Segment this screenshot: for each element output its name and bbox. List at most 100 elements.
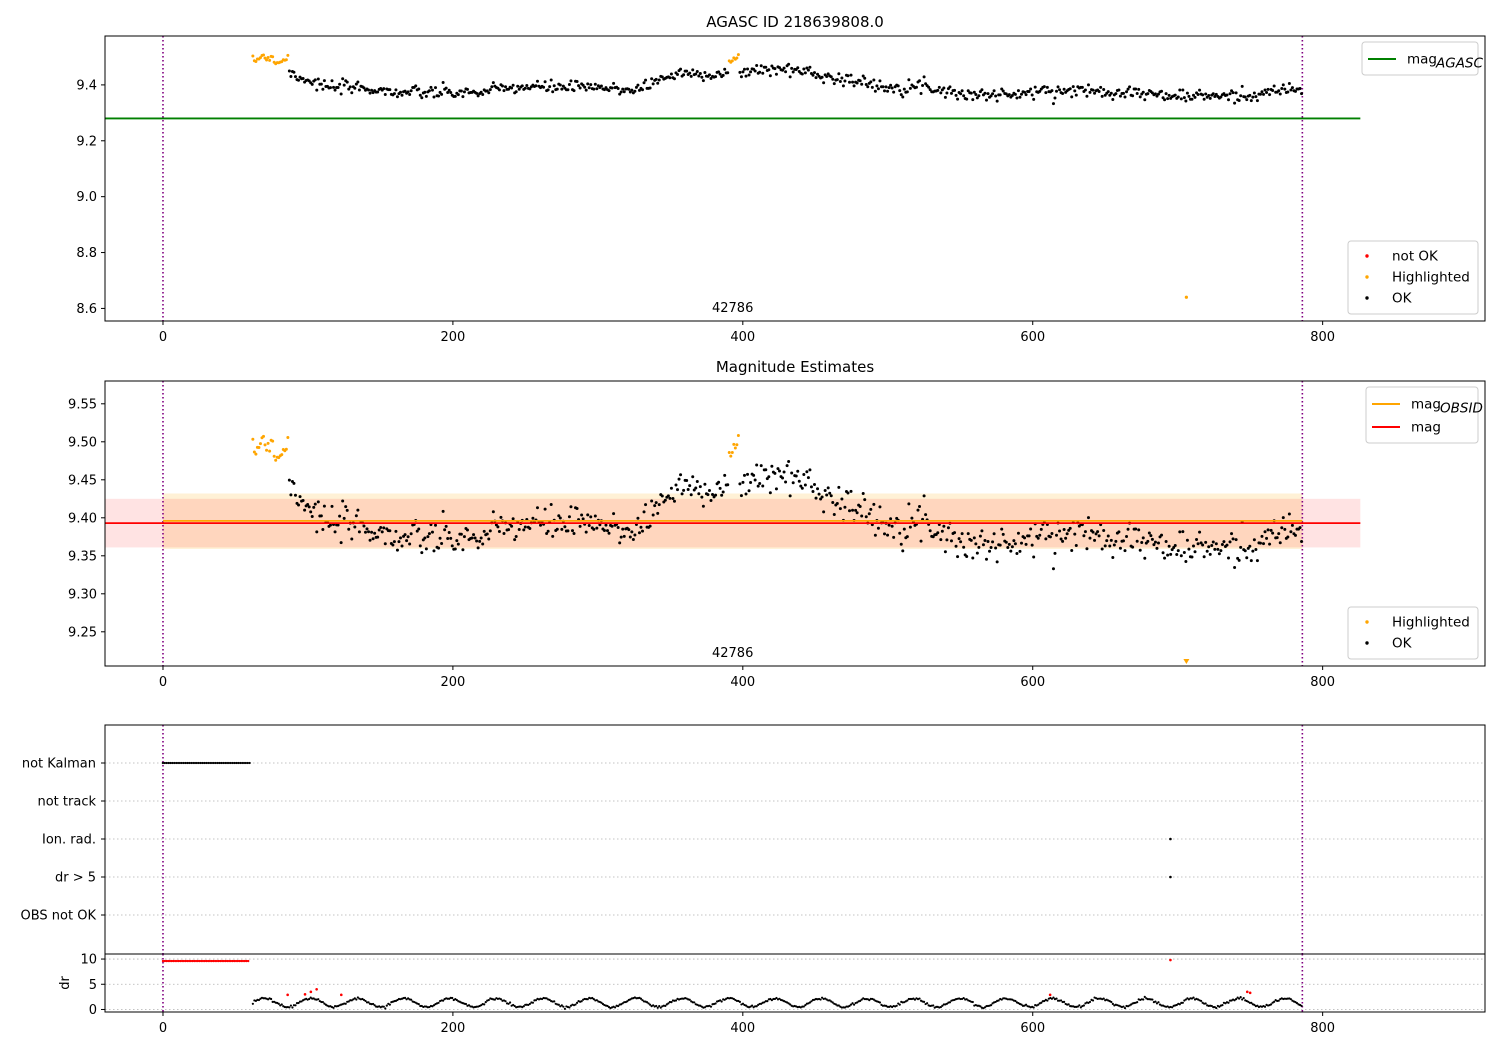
dr-notok-point (238, 959, 241, 963)
agasc-panel-ok-point (558, 83, 562, 87)
agasc-panel-ok-point (1208, 96, 1212, 100)
estimates-panel-ok-point (774, 487, 778, 491)
estimates-panel-ok-point (650, 499, 654, 503)
agasc-panel-ok-point (1137, 87, 1141, 91)
flag-point (165, 761, 168, 765)
dr-ok-point (294, 1004, 297, 1007)
dr-ok-point (270, 997, 273, 1001)
estimates-panel-ok-point (777, 469, 781, 473)
estimates-panel-ok-point (371, 537, 375, 541)
estimates-panel-ok-point (423, 536, 427, 540)
dr-ok-point (935, 1005, 938, 1008)
agasc-panel-highlighted-point (268, 58, 272, 62)
estimates-panel-ok-point (621, 527, 625, 531)
dr-ok-point (1078, 1004, 1081, 1007)
agasc-panel-ok-point (890, 86, 894, 90)
dr-ok-point (1221, 1004, 1224, 1007)
estimates-panel-ok-point (1085, 547, 1089, 551)
estimates-panel-ok-point (362, 524, 366, 528)
estimates-panel-ok-point (717, 480, 721, 484)
estimates-panel-ok-point (718, 486, 722, 490)
agasc-panel-ok-point (1239, 94, 1243, 98)
estimates-panel-ok-point (651, 513, 655, 517)
agasc-panel-ok-point (1024, 93, 1028, 97)
agasc-panel-ok-point (1061, 92, 1065, 96)
agasc-panel-line-legend (1361, 41, 1479, 76)
estimates-panel-ok-point (648, 524, 652, 528)
estimates-panel-ok-point (1109, 538, 1113, 542)
estimates-panel-ok-point (1175, 552, 1179, 556)
dr-notok-point (240, 959, 243, 963)
estimates-panel-ok-point (622, 534, 626, 538)
agasc-panel-ok-point (1245, 98, 1249, 102)
agasc-panel-highlighted-point (286, 53, 290, 57)
estimates-panel-ok-point (773, 471, 777, 475)
agasc-panel-ok-point (481, 93, 485, 97)
dr-notok-point (1048, 993, 1052, 997)
estimates-panel-ok-point (1138, 548, 1142, 552)
estimates-panel-ok-point (1187, 547, 1191, 551)
agasc-panel-point-legend (1347, 240, 1479, 315)
estimates-panel-ok-point (872, 502, 876, 506)
estimates-panel-ok-point (1278, 541, 1282, 545)
agasc-panel-ytick-label: 8.6 (76, 302, 97, 317)
dr-ok-point (373, 1004, 376, 1007)
estimates-panel-ok-point (1265, 536, 1269, 540)
agasc-panel-ok-point (1251, 95, 1255, 99)
flag-point (182, 761, 185, 765)
dr-ok-point (548, 998, 551, 1001)
agasc-panel-ok-point (908, 86, 912, 90)
estimates-panel-ok-point (1000, 527, 1004, 531)
agasc-panel-ok-point (604, 86, 608, 90)
agasc-panel-ok-point (1042, 85, 1046, 89)
agasc-panel-ok-point (367, 88, 371, 92)
estimates-panel-ok-point (420, 551, 424, 555)
dr-ok-point (709, 1005, 713, 1008)
agasc-panel-ok-point (825, 75, 829, 79)
dr-ok-point (1171, 1006, 1174, 1009)
flag-point (225, 761, 229, 765)
estimates-panel-ok-point (1211, 540, 1215, 544)
dr-ok-point (658, 1005, 661, 1008)
estimates-panel-ok-point (1262, 542, 1266, 546)
estimates-panel-ok-point (1252, 538, 1256, 542)
dr-ok-point (545, 997, 548, 1000)
agasc-panel-ok-point (332, 85, 336, 89)
dr-xtick-label: 400 (730, 1021, 755, 1036)
estimates-panel-ok-point (949, 539, 953, 543)
agasc-panel-xtick-label: 200 (440, 330, 465, 345)
dr-ok-point (1040, 1001, 1043, 1004)
agasc-panel-ok-point (414, 84, 418, 88)
dr-notok-point (212, 959, 215, 963)
estimates-panel-ok-point (936, 531, 940, 535)
agasc-panel-ok-point (960, 89, 964, 93)
estimates-panel-frame (104, 380, 1486, 667)
flag-point (216, 761, 219, 765)
agasc-panel-ok-point (1248, 93, 1252, 97)
agasc-panel-legend-point-swatch (1365, 275, 1369, 279)
agasc-panel-ok-point (637, 88, 641, 92)
estimates-panel-ok-point (781, 476, 785, 480)
dr-notok-point (165, 959, 168, 963)
agasc-panel-ok-point (403, 89, 407, 93)
estimates-panel-ok-point (569, 505, 573, 509)
dr-ok-point (1000, 998, 1003, 1001)
dr-notok-point (215, 959, 219, 963)
dr-ok-point (965, 998, 968, 1001)
estimates-panel-ok-point (1108, 544, 1112, 548)
dr-ok-point (557, 1003, 560, 1006)
estimates-panel-legend-point-swatch (1365, 620, 1369, 624)
agasc-panel-ok-point (589, 83, 593, 87)
agasc-panel-ok-point (636, 83, 640, 87)
agasc-panel-ok-point (864, 83, 868, 87)
agasc-panel-ok-point (555, 87, 559, 91)
agasc-panel-ok-point (980, 88, 984, 92)
estimates-panel-ok-point (1300, 540, 1304, 544)
estimates-panel-ok-point (1082, 534, 1086, 538)
dr-xtick-label: 800 (1310, 1021, 1335, 1036)
estimates-panel-ok-point (453, 547, 457, 551)
agasc-panel-ok-point (1100, 94, 1104, 98)
estimates-panel-ok-point (1219, 549, 1223, 553)
agasc-panel-ok-point (1073, 89, 1077, 93)
agasc-panel-annotation: 42786 (712, 301, 753, 316)
